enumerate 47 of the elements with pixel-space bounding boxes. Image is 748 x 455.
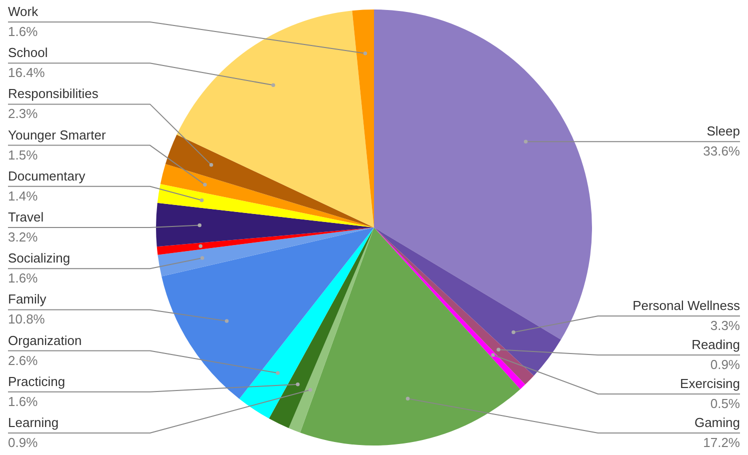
pie-slice (300, 228, 520, 446)
slice-label: Socializing (8, 250, 70, 266)
pie-slice (268, 228, 374, 428)
pie-slice (157, 184, 374, 228)
pie-slice (352, 10, 374, 228)
slice-label: Responsibilities (8, 86, 99, 102)
slice-label: Documentary (8, 168, 86, 184)
pie-slice (156, 228, 374, 255)
data-label: 1.6% (8, 24, 38, 39)
slice-label: Organization (8, 332, 82, 348)
slice-label: Practicing (8, 374, 66, 389)
pie-slice (158, 228, 374, 276)
slice-label: Reading (692, 337, 740, 352)
data-label: 10.8% (8, 312, 46, 327)
data-label: 17.2% (703, 435, 740, 450)
data-label: 1.5% (8, 147, 38, 162)
data-label: 3.2% (8, 230, 38, 244)
slice-label: Personal Wellness (632, 298, 740, 313)
data-label: 0.5% (710, 396, 740, 411)
pie-slice (162, 228, 374, 399)
pie-slice (374, 10, 592, 340)
slice-label: Gaming (694, 415, 740, 430)
pie-slice (160, 164, 374, 228)
data-label: 16.4% (8, 65, 46, 80)
data-label: 2.6% (8, 352, 38, 368)
pie-slice (239, 228, 374, 419)
slice-label: Family (8, 292, 47, 307)
slice-label: Exercising (680, 376, 740, 391)
data-label: 1.4% (8, 188, 38, 204)
slice-label: Sleep (706, 124, 740, 139)
data-label: 33.6% (703, 144, 740, 159)
slice-label: Younger Smarter (8, 127, 106, 142)
pie-slice (156, 202, 374, 247)
data-label: 0.9% (8, 435, 38, 450)
data-label: 1.6% (8, 394, 38, 409)
slice-label: Travel (8, 210, 44, 224)
slice-label: Work (8, 4, 39, 19)
slice-label: Learning (8, 415, 59, 430)
data-label: 2.3% (8, 106, 38, 122)
pie-slice (288, 228, 374, 433)
pie-slice (165, 134, 374, 228)
pie-slice (176, 10, 374, 228)
slice-label: School (8, 45, 48, 60)
data-label: 0.9% (710, 357, 740, 372)
pie-slice (374, 228, 561, 376)
data-label: 1.6% (8, 270, 38, 286)
data-label: 3.3% (710, 318, 740, 333)
